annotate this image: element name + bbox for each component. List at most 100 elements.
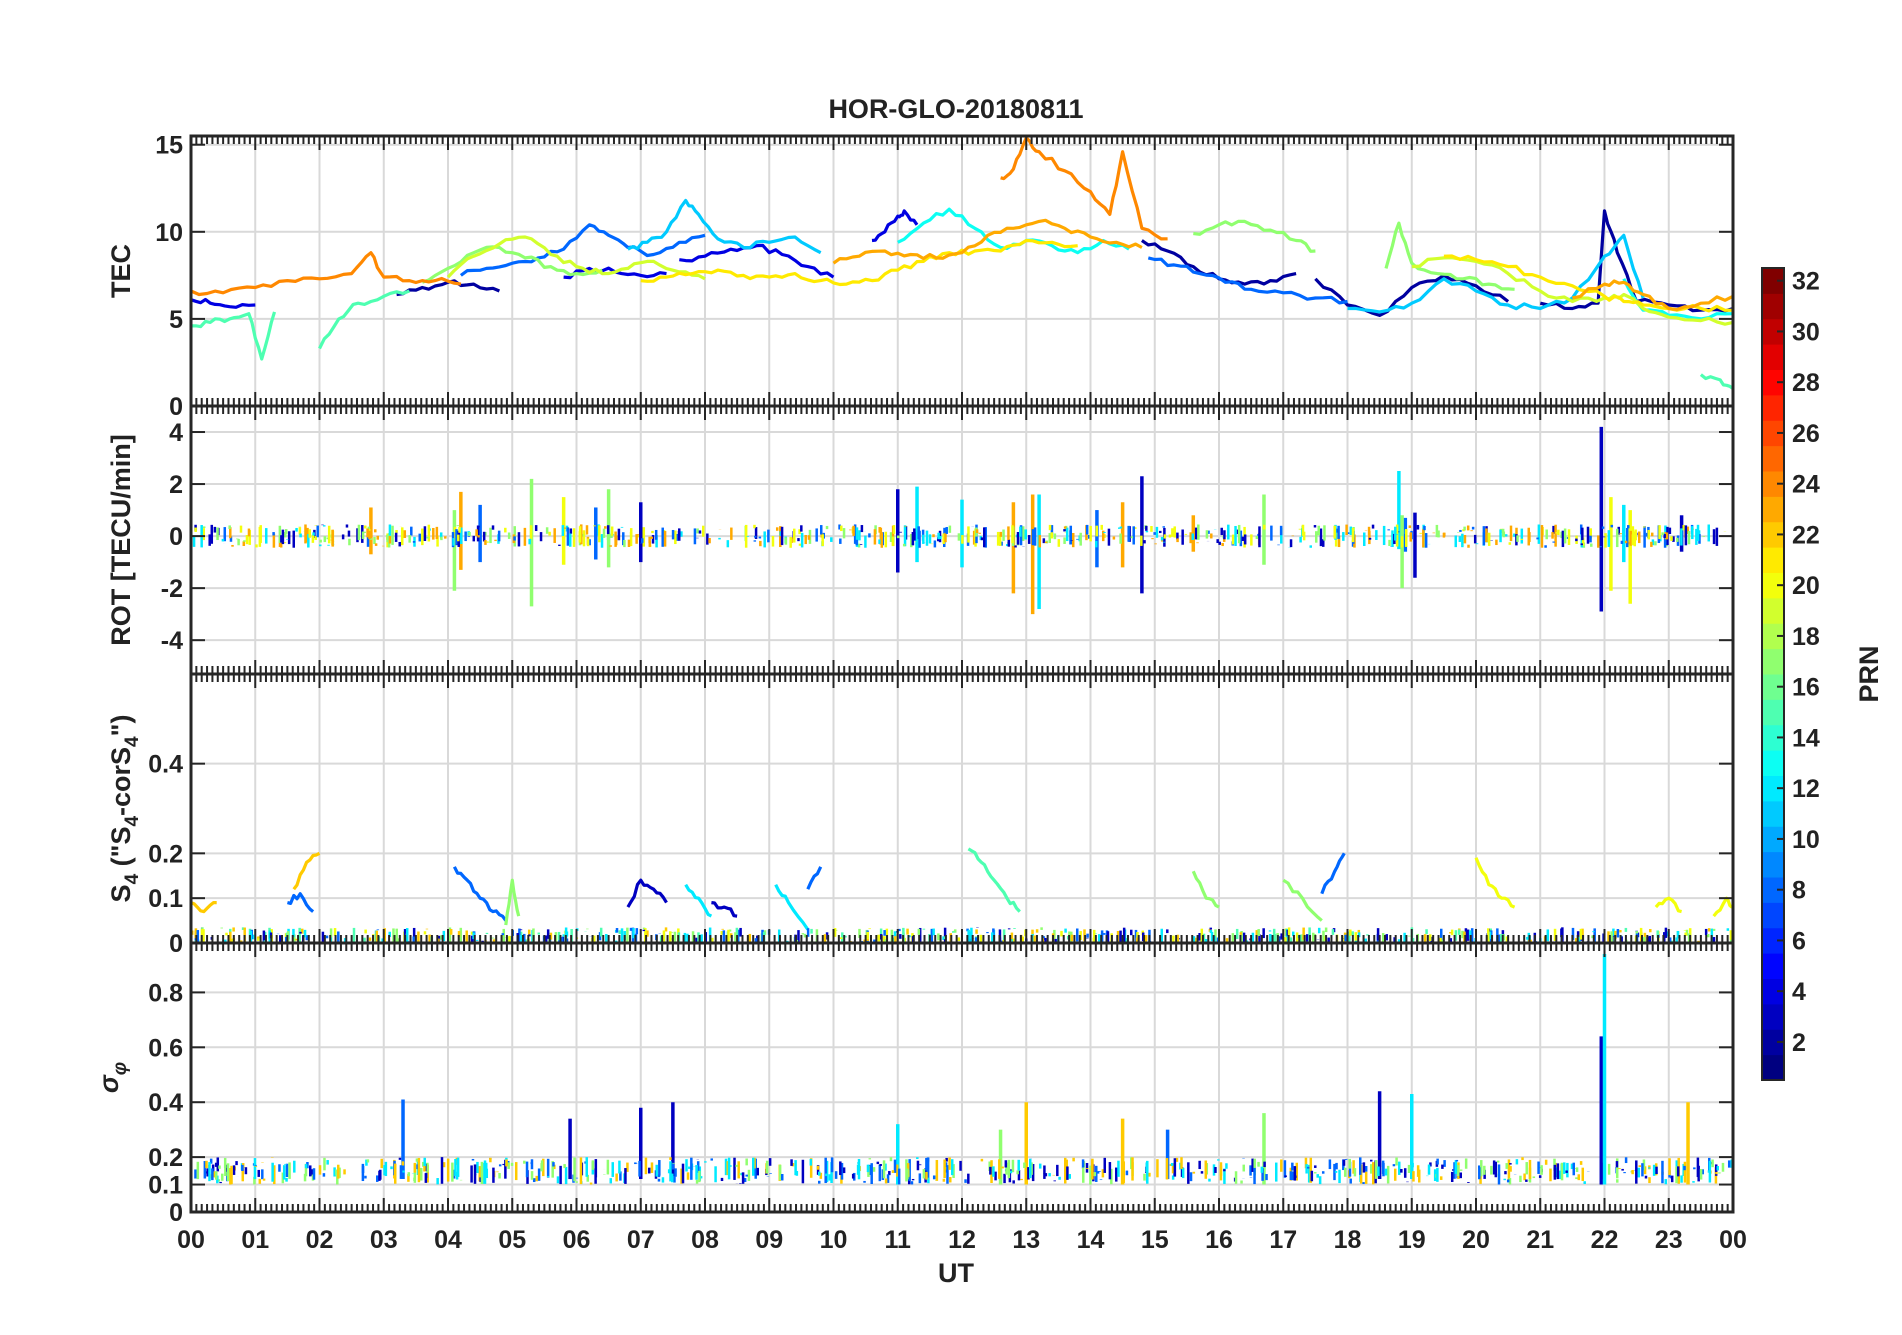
y-axis-label-part: σ: [94, 1074, 124, 1093]
y-tick-label: 5: [169, 306, 183, 334]
y-tick-label: 0.2: [148, 840, 183, 868]
colorbar-swatch: [1762, 927, 1784, 954]
colorbar-swatch: [1762, 902, 1784, 929]
series-prn-3: [626, 878, 668, 908]
colorbar-swatch: [1762, 521, 1784, 548]
colorbar-tick-label: 16: [1792, 674, 1820, 702]
x-tick-label: 13: [1012, 1226, 1040, 1254]
x-tick-label: 01: [241, 1226, 269, 1254]
x-tick-label: 16: [1205, 1226, 1233, 1254]
y-axis-label: S4 ("S4-corS4"): [106, 715, 143, 903]
colorbar-swatch: [1762, 496, 1784, 523]
colorbar-swatch: [1762, 1003, 1784, 1030]
series-prn-17: [421, 245, 603, 284]
y-tick-label: 0.6: [148, 1034, 183, 1062]
colorbar-swatch: [1762, 750, 1784, 776]
colorbar-tick-label: 18: [1792, 623, 1820, 651]
series-prn-19: [1411, 256, 1734, 326]
colorbar-swatch: [1762, 572, 1784, 599]
x-tick-label: 11: [885, 1226, 912, 1254]
colorbar-tick-label: 4: [1792, 978, 1806, 1006]
colorbar-swatch: [1762, 724, 1784, 751]
colorbar-swatch: [1762, 597, 1784, 624]
series-prn-11: [627, 198, 822, 255]
y-tick-label: -2: [161, 575, 183, 603]
x-tick-label: 17: [1269, 1226, 1297, 1254]
y-tick-label: 0: [169, 1199, 183, 1227]
series-prn-19: [446, 235, 706, 281]
x-tick-label: 05: [498, 1226, 526, 1254]
series-prn-21: [640, 238, 1078, 287]
series-prn-17: [504, 878, 521, 926]
y-tick-label: -4: [161, 627, 183, 655]
y-tick-label: 4: [169, 419, 183, 447]
y-tick-label: 15: [155, 132, 183, 160]
x-tick-label: 22: [1591, 1226, 1619, 1254]
series-prn-12: [774, 883, 810, 931]
x-tick-label: 00: [1719, 1226, 1747, 1254]
colorbar-swatch: [1762, 699, 1784, 726]
x-tick-label: 14: [1077, 1226, 1105, 1254]
series-prn-8: [459, 223, 706, 277]
colorbar-label: PRN: [1854, 645, 1884, 702]
colorbar-swatch: [1762, 674, 1784, 700]
colorbar-swatch: [1762, 648, 1784, 675]
y-tick-label: 0.2: [148, 1144, 183, 1172]
colorbar-frame: [1761, 267, 1785, 1081]
colorbar-swatch: [1762, 293, 1784, 320]
series-prn-23: [1572, 279, 1734, 312]
series-prn-12: [684, 883, 713, 918]
series-group: [192, 426, 1727, 615]
series-prn-22: [190, 901, 217, 914]
colorbar-swatch: [1762, 318, 1784, 345]
y-axis-label-part: 4: [122, 816, 143, 827]
series-prn-4: [679, 243, 835, 279]
y-axis-label: σφ: [94, 1062, 131, 1093]
colorbar-tick-label: 12: [1792, 775, 1820, 803]
y-tick-label: 0.8: [148, 979, 183, 1007]
x-tick-label: 06: [563, 1226, 591, 1254]
series-prn-11: [1347, 233, 1645, 314]
series-prn-4: [190, 297, 256, 309]
y-axis-label-part: -corS: [106, 747, 136, 816]
series-prn-24: [1000, 136, 1168, 241]
x-tick-label: 15: [1141, 1226, 1169, 1254]
series-prn-17: [1384, 221, 1515, 291]
series-group: [194, 953, 1735, 1185]
colorbar-tick-label: 8: [1792, 877, 1806, 905]
series-prn-8: [452, 866, 508, 922]
colorbar-swatch: [1762, 623, 1784, 650]
series-prn-8: [287, 892, 315, 913]
x-tick-label: 08: [691, 1226, 719, 1254]
series-prn-24: [190, 251, 462, 297]
colorbar-swatch: [1762, 953, 1784, 979]
y-axis-label-part: "): [106, 715, 136, 737]
series-prn-20: [1654, 896, 1682, 914]
colorbar-swatch: [1762, 420, 1784, 447]
series-prn-17: [1282, 878, 1323, 922]
series-prn-22: [292, 851, 321, 891]
colorbar-swatch: [1762, 369, 1784, 396]
series-prn-15: [1699, 373, 1734, 390]
colorbar-swatch: [1762, 445, 1784, 472]
series-prn-2: [1539, 209, 1734, 313]
colorbar-tick-label: 14: [1792, 724, 1820, 752]
y-tick-label: 2: [169, 471, 183, 499]
x-tick-label: 18: [1334, 1226, 1362, 1254]
colorbar-tick-label: 20: [1792, 572, 1820, 600]
colorbar-tick-label: 2: [1792, 1029, 1806, 1057]
colorbar-tick-label: 26: [1792, 420, 1820, 448]
y-tick-label: 0.4: [148, 1089, 183, 1117]
y-axis-label: ROT [TECU/min]: [106, 434, 136, 645]
chart-title: HOR-GLO-20180811: [828, 94, 1083, 124]
series-prn-8: [1147, 256, 1348, 305]
x-tick-label: 20: [1462, 1226, 1490, 1254]
colorbar-swatch: [1762, 547, 1784, 573]
x-tick-label: 19: [1398, 1226, 1426, 1254]
x-tick-label: 02: [306, 1226, 334, 1254]
y-axis-label-part: 4: [122, 736, 143, 747]
colorbar-swatch: [1762, 471, 1784, 497]
